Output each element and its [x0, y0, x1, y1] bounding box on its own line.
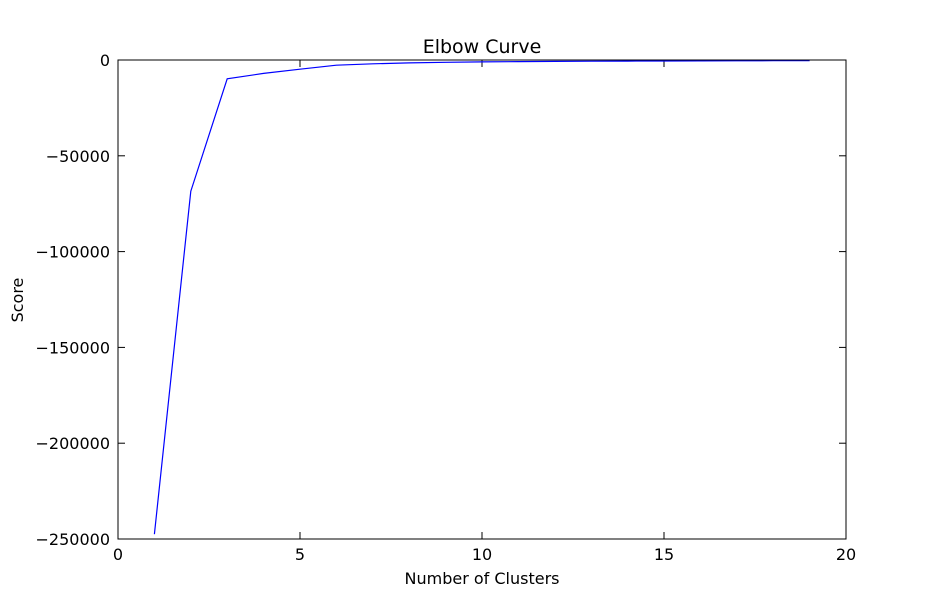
y-axis-label: Score	[8, 278, 27, 323]
y-tick-label: −100000	[36, 243, 110, 262]
y-tick-label: −50000	[46, 147, 110, 166]
plot-background	[118, 60, 846, 539]
y-tick-label: 0	[100, 51, 110, 70]
x-tick-label: 15	[654, 545, 674, 564]
x-tick-label: 0	[113, 545, 123, 564]
x-tick-label: 20	[836, 545, 856, 564]
series-line	[153, 60, 810, 535]
y-tick-label: −250000	[36, 530, 110, 549]
plot-frame	[117, 59, 847, 540]
x-tick-label: 10	[472, 545, 492, 564]
x-axis-label: Number of Clusters	[405, 569, 560, 588]
x-tick-label: 5	[295, 545, 305, 564]
tick-labels-layer: 0 5 10 15 20 0 −50000 −100000 −150000 −200000 −250…	[36, 51, 857, 564]
y-tick-label: −200000	[36, 434, 110, 453]
y-tick-label: −150000	[36, 338, 110, 357]
chart-title: Elbow Curve	[423, 36, 542, 58]
